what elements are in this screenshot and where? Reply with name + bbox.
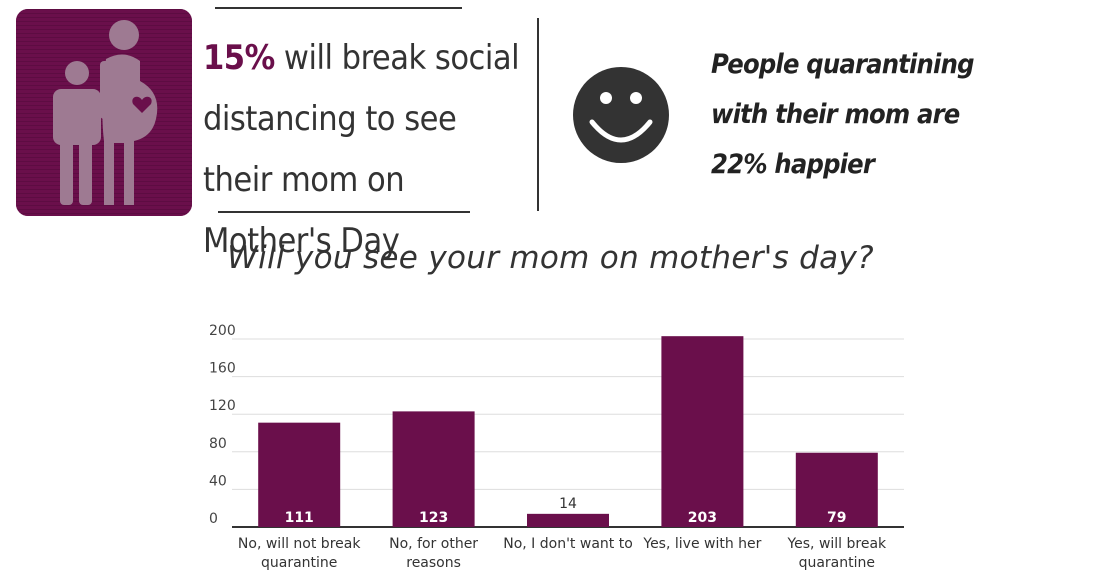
stat-text: will break social distancing to see thei… <box>203 38 520 261</box>
y-tick-label: 40 <box>209 473 227 489</box>
data-label: 203 <box>688 510 717 526</box>
parent-child-icon <box>16 9 192 216</box>
data-label: 123 <box>419 510 448 526</box>
happiness-line: People quarantining <box>711 49 974 80</box>
stat-callout: 15% will break social distancing to see … <box>203 28 533 272</box>
x-tick-label: No, for other <box>389 536 478 552</box>
x-tick-label: quarantine <box>799 555 875 571</box>
chart-title: Will you see your mom on mother's day? <box>227 240 874 276</box>
data-label: 111 <box>285 510 314 526</box>
y-tick-label: 80 <box>209 436 227 452</box>
smiley-icon <box>573 67 669 163</box>
y-tick-label: 200 <box>209 323 236 339</box>
y-tick-label: 160 <box>209 361 236 377</box>
bar <box>795 452 878 527</box>
stat-percent: 15% <box>203 38 275 78</box>
y-tick-label: 120 <box>209 398 236 414</box>
happiness-line: 22% happier <box>711 149 875 180</box>
x-tick-label: No, I don't want to <box>503 536 633 552</box>
y-tick-label: 0 <box>209 511 218 527</box>
happiness-callout: People quarantining with their mom are 2… <box>711 40 1011 190</box>
top-rule <box>215 7 462 9</box>
bar <box>661 336 744 527</box>
bottom-rule <box>218 211 470 213</box>
x-tick-label: Yes, will break <box>786 536 887 552</box>
happiness-line: with their mom are <box>711 99 960 130</box>
data-label: 79 <box>827 510 846 526</box>
bar <box>527 513 609 527</box>
x-tick-label: No, will not break <box>238 536 361 552</box>
x-tick-label: Yes, live with her <box>642 536 761 552</box>
x-tick-label: quarantine <box>261 555 337 571</box>
bar <box>258 422 341 527</box>
vertical-divider <box>537 18 539 211</box>
bar <box>392 411 475 527</box>
x-tick-label: reasons <box>406 555 461 571</box>
data-label: 14 <box>559 496 577 512</box>
